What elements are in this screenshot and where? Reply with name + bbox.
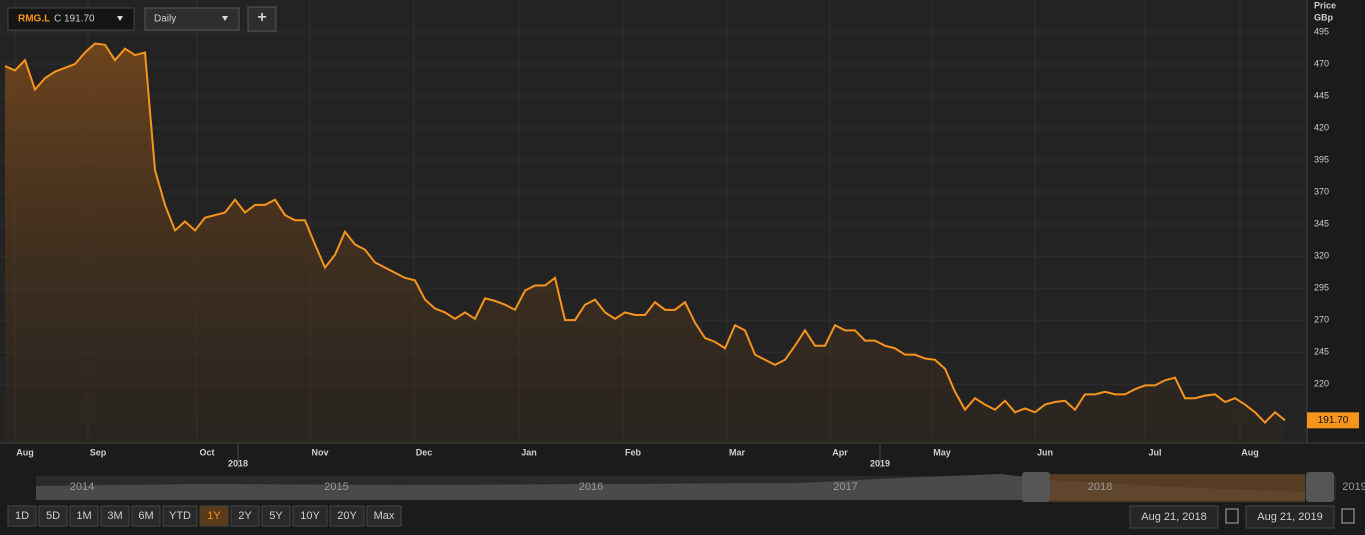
price-area (5, 43, 1285, 443)
range-button[interactable] (230, 505, 260, 527)
last-price-box (1307, 412, 1359, 429)
navigator-year: 2014 (70, 481, 94, 493)
symbol-box[interactable] (7, 7, 135, 31)
axis-title: GBp (1314, 12, 1334, 22)
price-line (4, 42, 1286, 424)
calendar-icon[interactable] (1225, 508, 1239, 524)
range-button-label: 6M (138, 510, 153, 522)
date-box[interactable] (1245, 505, 1335, 529)
navigator-year: 2018 (1088, 481, 1112, 493)
range-button-label: 1M (76, 510, 91, 522)
y-tick-label: 320 (1314, 250, 1329, 260)
range-button-label: 2Y (238, 510, 252, 522)
add-label: + (257, 9, 266, 26)
range-buttons: 1D 5D 1M 3M 6M YTD 1Y 2Y 5Y 10Y 20Y Max (7, 505, 402, 527)
add-button[interactable] (247, 6, 277, 32)
y-tick-label: 220 (1314, 378, 1329, 388)
year-label: 2019 (870, 458, 890, 468)
symbol: RMG.L (18, 14, 50, 25)
x-tick-label: Apr (832, 447, 848, 457)
range-button[interactable] (131, 505, 161, 527)
y-tick-label: 370 (1314, 186, 1329, 196)
y-tick-label: 470 (1314, 58, 1329, 68)
x-tick-label: Aug (1241, 447, 1259, 457)
interval: Daily (154, 14, 176, 25)
range-button-label: 1D (15, 510, 29, 522)
quote: C 191.70 (54, 14, 95, 25)
x-tick-label: Nov (311, 447, 328, 457)
y-tick-label: 395 (1314, 154, 1329, 164)
range-button-label: 1Y (207, 510, 221, 522)
range-button-label: 20Y (337, 510, 357, 522)
x-tick-label: Jan (521, 447, 537, 457)
navigator-silhouette (36, 474, 1305, 500)
y-tick-label: 420 (1314, 122, 1329, 132)
date-box[interactable] (1129, 505, 1219, 529)
x-tick-label: Dec (416, 447, 433, 457)
navigator-year: 2019 (1342, 481, 1365, 493)
range-button-label: 5Y (269, 510, 283, 522)
x-tick-label: Feb (625, 447, 642, 457)
range-button[interactable] (199, 505, 229, 527)
range-button[interactable] (100, 505, 130, 527)
dropdown-arrow (117, 16, 123, 21)
range-button[interactable] (292, 505, 328, 527)
y-tick-label: 270 (1314, 314, 1329, 324)
range-button[interactable] (69, 505, 99, 527)
navigator-handle[interactable] (1306, 472, 1334, 502)
range-button[interactable] (38, 505, 68, 527)
calendar-icon[interactable] (1341, 508, 1355, 524)
interval-box[interactable] (144, 7, 240, 31)
navigator-year: 2017 (833, 481, 857, 493)
navigator-selection[interactable] (1040, 474, 1305, 502)
range-button[interactable] (261, 505, 291, 527)
x-tick-label: Jul (1148, 447, 1161, 457)
date-from: Aug 21, 2018 (1141, 511, 1206, 523)
range-button-label: 10Y (300, 510, 320, 522)
y-tick-label: 345 (1314, 218, 1329, 228)
y-tick-label: 245 (1314, 346, 1329, 356)
y-tick-label: 495 (1314, 26, 1329, 36)
range-button[interactable] (7, 505, 37, 527)
navigator-year: 2016 (579, 481, 603, 493)
navigator-years: 2014 2015 2016 2017 2018 2019 (70, 481, 1365, 493)
x-tick-label: May (933, 447, 951, 457)
dropdown-arrow (222, 16, 228, 21)
x-tick-label: Mar (729, 447, 746, 457)
x-tick-label: Jun (1037, 447, 1053, 457)
range-button[interactable] (329, 505, 365, 527)
date-to: Aug 21, 2019 (1257, 511, 1322, 523)
range-button-label: YTD (169, 510, 191, 522)
range-button[interactable] (162, 505, 198, 527)
y-tick-label: 445 (1314, 90, 1329, 100)
range-button[interactable] (366, 505, 402, 527)
last-price-label: 191.70 (1318, 415, 1349, 426)
year-label: 2018 (228, 458, 248, 468)
x-tick-label: Sep (90, 447, 107, 457)
range-button-label: 5D (46, 510, 60, 522)
navigator-handle[interactable] (1022, 472, 1050, 502)
range-button-label: 3M (107, 510, 122, 522)
y-tick-label: 295 (1314, 282, 1329, 292)
navigator-year: 2015 (324, 481, 348, 493)
axis-title: Price (1314, 0, 1336, 10)
range-button-label: Max (374, 510, 395, 522)
x-tick-label: Aug (16, 447, 34, 457)
x-tick-label: Oct (199, 447, 214, 457)
